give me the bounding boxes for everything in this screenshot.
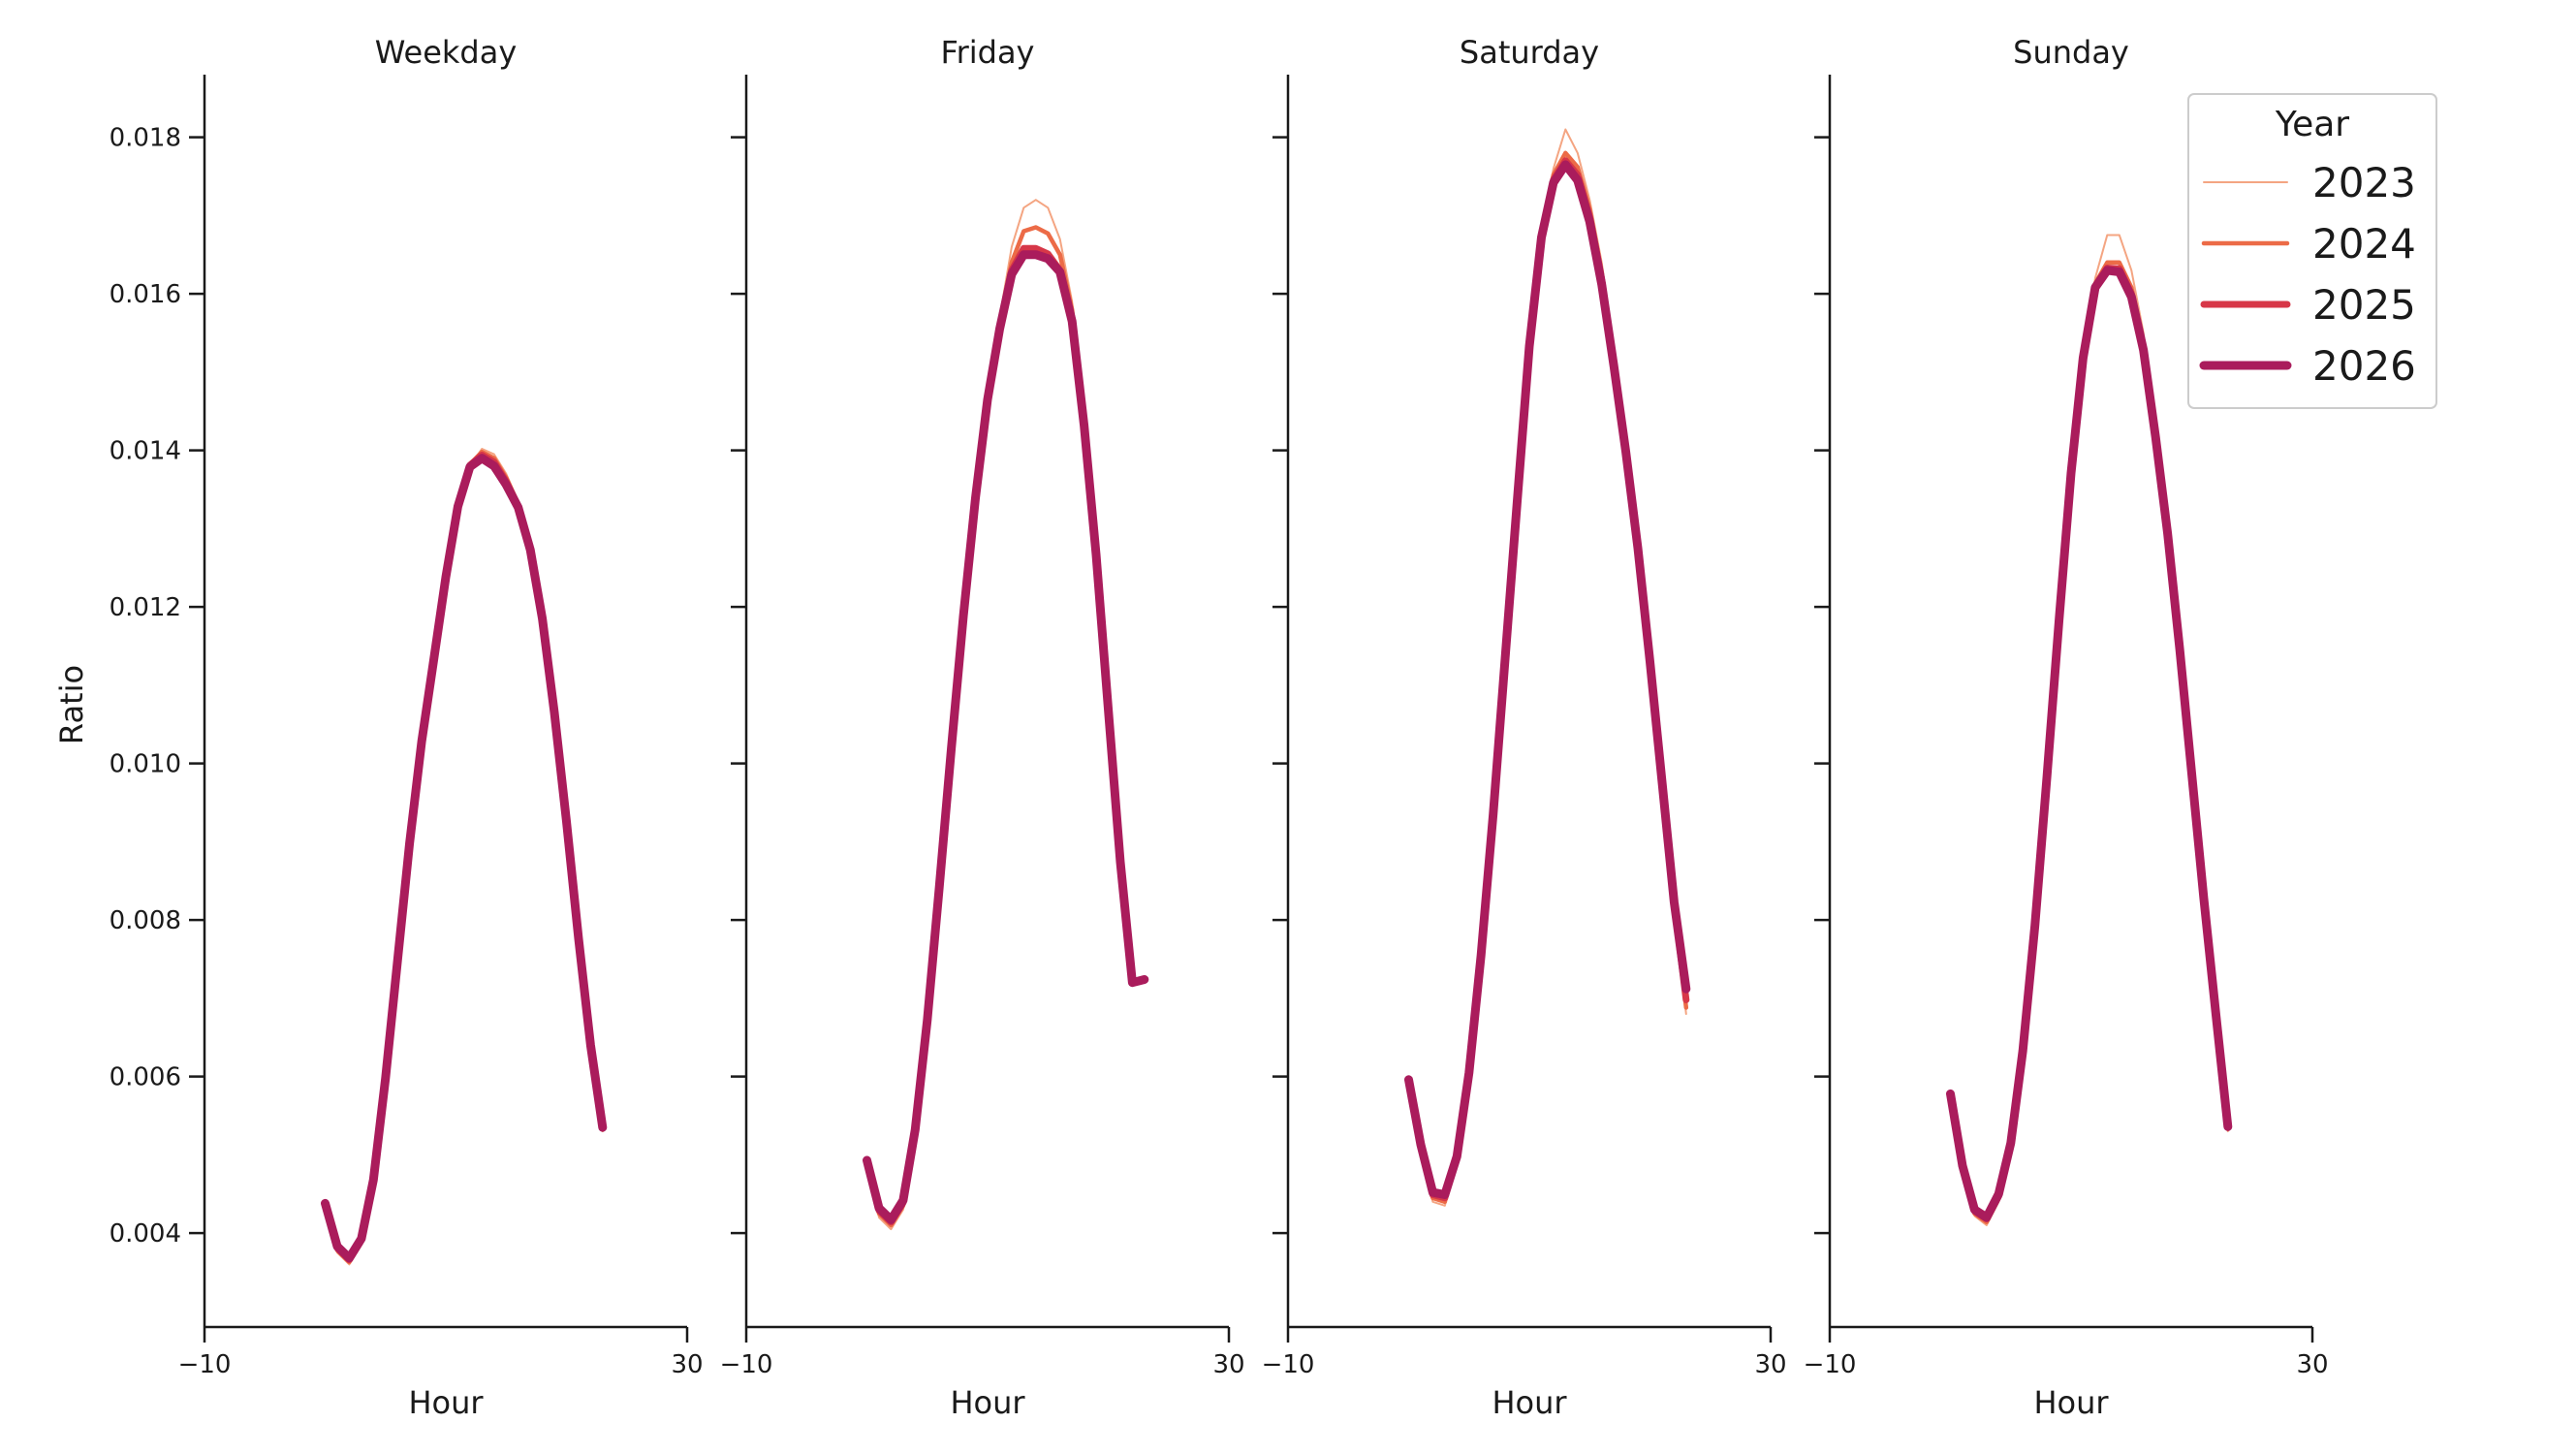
x-tick-label: 30 xyxy=(1754,1350,1786,1379)
panel-title: Sunday xyxy=(2013,34,2129,71)
y-tick-label: 0.010 xyxy=(110,750,181,779)
series-line-2026 xyxy=(1404,160,1691,1199)
y-tick-label: 0.008 xyxy=(110,906,181,935)
y-tick-label: 0.004 xyxy=(110,1219,181,1249)
x-tick-label: −10 xyxy=(178,1350,232,1379)
facet-panel-saturday: −10 30 Saturday Hour xyxy=(1262,34,1787,1421)
x-tick-label: −10 xyxy=(720,1350,773,1379)
facet-panel-weekday: 0.004 0.006 0.008 0.010 0.012 0.014 0.016 0.018… xyxy=(110,34,704,1421)
facet-panels: 0.004 0.006 0.008 0.010 0.012 0.014 0.016 0.018… xyxy=(110,34,2329,1421)
panel-title: Saturday xyxy=(1460,34,1599,71)
x-axis-title: Hour xyxy=(950,1384,1025,1421)
x-axis-title: Hour xyxy=(408,1384,484,1421)
facet-panel-friday: −10 30 Friday Hour xyxy=(720,34,1245,1421)
x-tick-label: 30 xyxy=(671,1350,703,1379)
legend: Year 2023 2024 2025 2026 xyxy=(2187,93,2437,409)
x-tick-label: −10 xyxy=(1804,1350,1857,1379)
x-tick-label: 30 xyxy=(2296,1350,2328,1379)
legend-box xyxy=(2187,93,2437,409)
panel-title: Weekday xyxy=(375,34,518,71)
legend-label-2023: 2023 xyxy=(2312,159,2416,206)
series-line-2026 xyxy=(863,250,1149,1224)
panel-title: Friday xyxy=(941,34,1035,71)
facet-panel-sunday: −10 30 Sunday Hour xyxy=(1804,34,2329,1421)
y-axis-title: Ratio xyxy=(53,665,90,744)
legend-title: Year xyxy=(2275,105,2349,144)
x-tick-label: 30 xyxy=(1212,1350,1244,1379)
x-axis-title: Hour xyxy=(2033,1384,2109,1421)
y-tick-label: 0.012 xyxy=(110,593,181,622)
x-axis-title: Hour xyxy=(1492,1384,1567,1421)
y-tick-label: 0.014 xyxy=(110,437,181,466)
series-line-2026 xyxy=(321,454,608,1263)
series-line-2026 xyxy=(1946,266,2233,1222)
y-tick-label: 0.018 xyxy=(110,124,181,153)
legend-label-2026: 2026 xyxy=(2312,342,2416,390)
legend-label-2024: 2024 xyxy=(2312,220,2416,268)
y-tick-label: 0.006 xyxy=(110,1063,181,1092)
y-tick-label: 0.016 xyxy=(110,280,181,309)
x-tick-label: −10 xyxy=(1262,1350,1315,1379)
legend-label-2025: 2025 xyxy=(2312,281,2416,329)
